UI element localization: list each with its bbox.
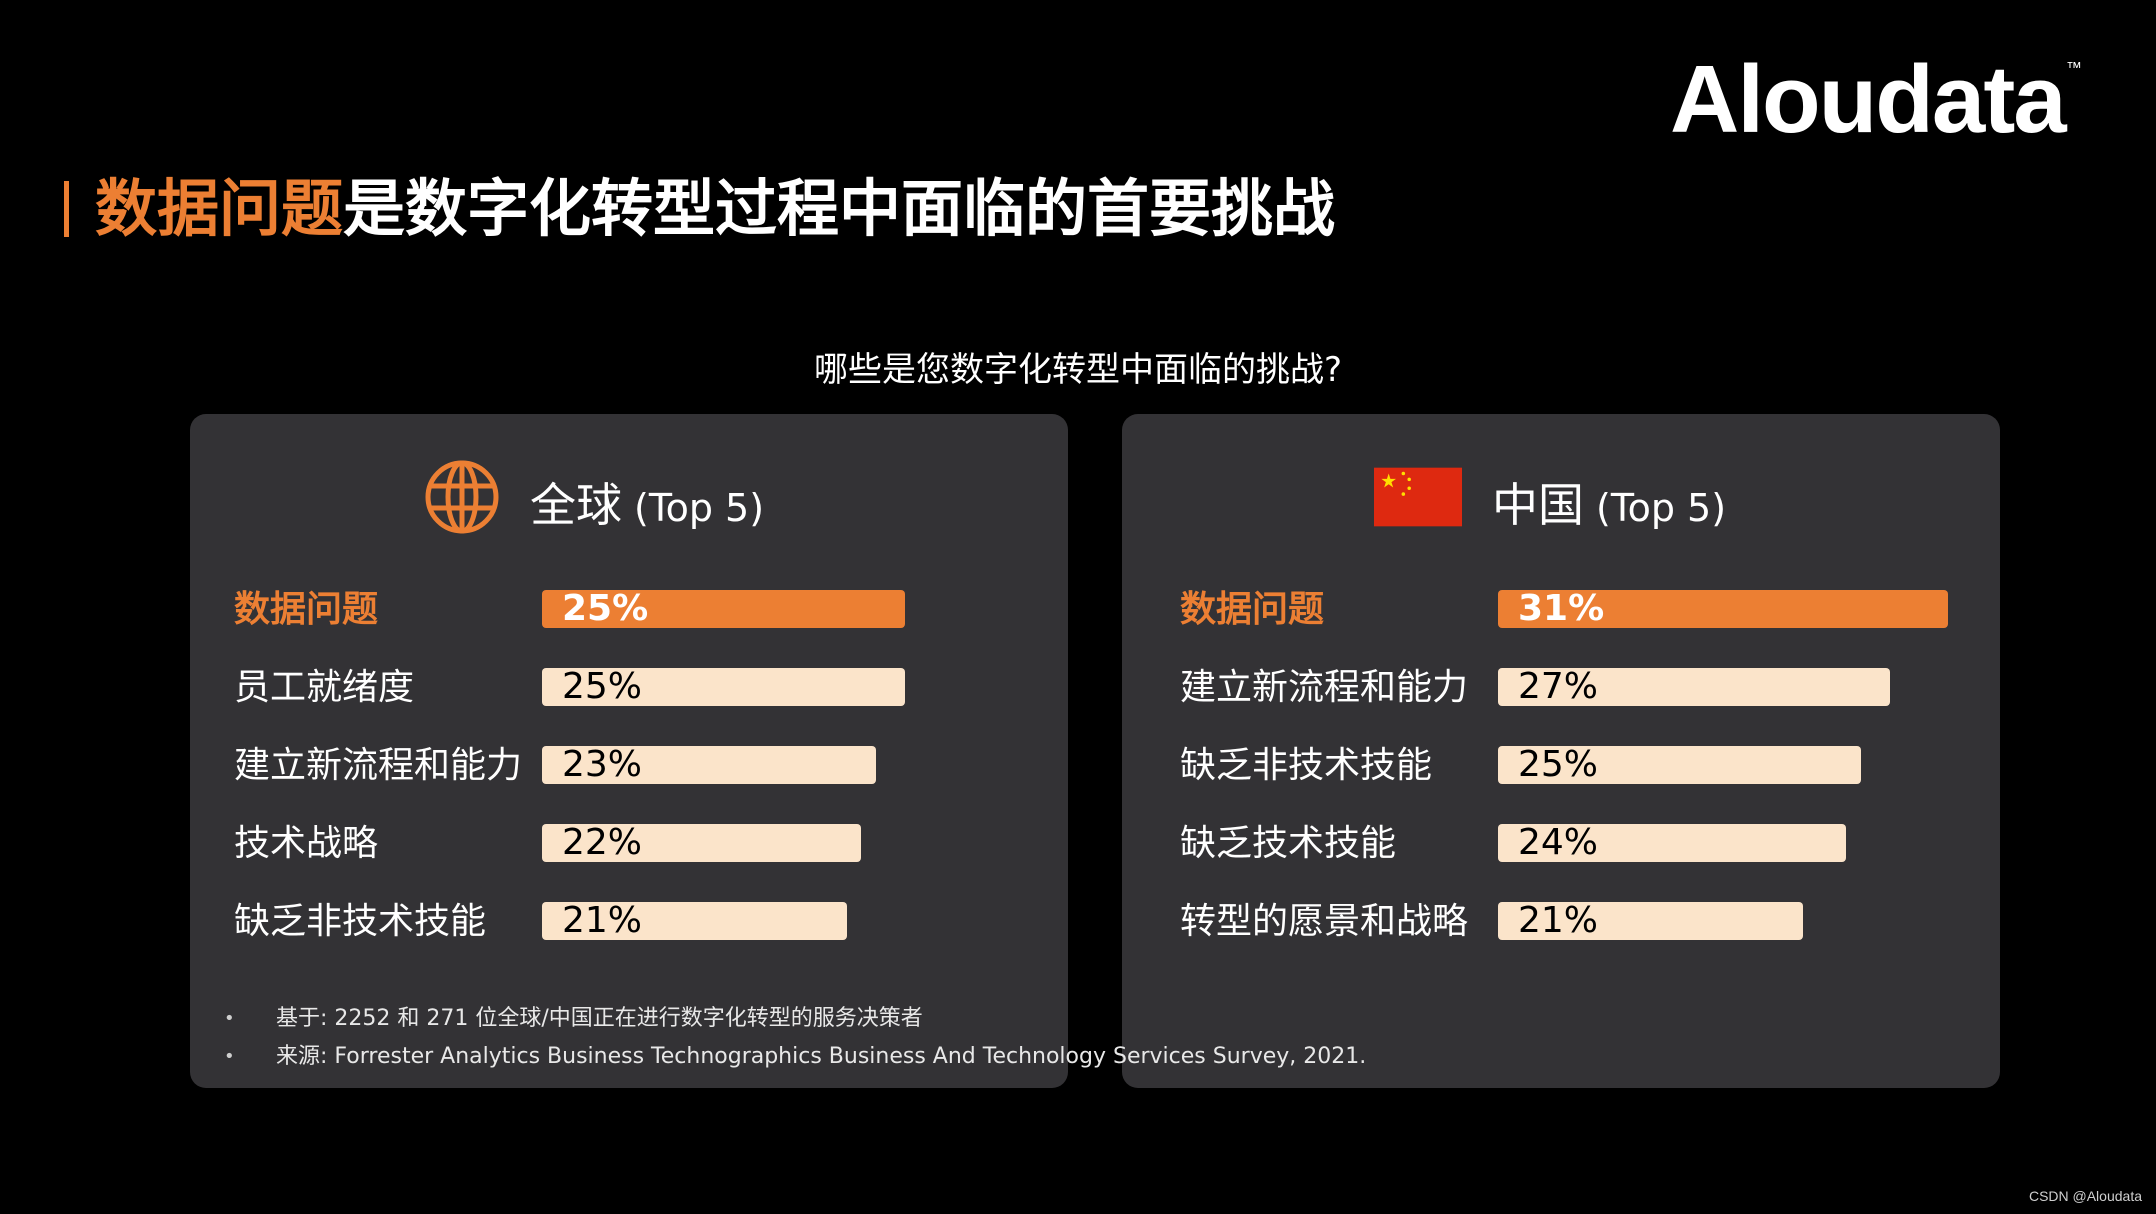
- bar-label: 转型的愿景和战略: [1180, 901, 1469, 942]
- bar-value-label: 25%: [562, 666, 643, 707]
- bar-label: 缺乏非技术技能: [234, 901, 487, 942]
- china-flag-icon: [1374, 467, 1462, 538]
- bar: [1498, 590, 1948, 628]
- trademark-mark: ™: [2066, 60, 2082, 77]
- bar: [1498, 824, 1846, 862]
- bar-label: 数据问题: [234, 589, 379, 630]
- chart-panel-china: 中国 (Top 5) 数据问题 31% 建立新流程和能力 27% 缺乏非技术技能 25% 缺乏…: [1122, 414, 2000, 1088]
- footnotes: 基于: 2252 和 271 位全球/中国正在进行数字化转型的服务决策者 来源:…: [222, 1000, 1366, 1076]
- bar: [542, 746, 876, 784]
- footnote-sample: 基于: 2252 和 271 位全球/中国正在进行数字化转型的服务决策者: [222, 1000, 1366, 1038]
- bar-label: 建立新流程和能力: [234, 745, 523, 786]
- bar-label: 建立新流程和能力: [1180, 667, 1469, 708]
- brand-logo: Aloudata: [1670, 46, 2067, 153]
- bar-value-label: 25%: [562, 588, 649, 629]
- bar-label: 技术战略: [234, 823, 379, 864]
- bar: [1498, 746, 1861, 784]
- bar: [542, 824, 861, 862]
- title-accent-bar: [64, 181, 69, 237]
- bar-label: 缺乏技术技能: [1180, 823, 1397, 864]
- chart-panel-global: 全球 (Top 5) 数据问题 25% 员工就绪度 25% 建立新流程和能力 23% 技术战略…: [190, 414, 1068, 1088]
- bar: [1498, 668, 1890, 706]
- title-rest: 是数字化转型过程中面临的首要挑战: [343, 172, 1336, 245]
- globe-icon: [424, 459, 500, 546]
- bar: [542, 902, 847, 940]
- bar: [542, 668, 905, 706]
- page-title: 数据问题是数字化转型过程中面临的首要挑战: [95, 172, 1335, 246]
- panel-subtitle-global: (Top 5): [634, 486, 765, 530]
- bar-value-label: 24%: [1518, 822, 1599, 863]
- bar-label: 员工就绪度: [234, 667, 415, 708]
- bar: [1498, 902, 1803, 940]
- bar-value-label: 31%: [1518, 588, 1605, 629]
- bar-label: 数据问题: [1180, 589, 1325, 630]
- survey-question: 哪些是您数字化转型中面临的挑战?: [813, 350, 1343, 390]
- bar-value-label: 22%: [562, 822, 643, 863]
- panel-title-china: 中国: [1492, 478, 1584, 532]
- watermark-credit: CSDN @Aloudata: [2028, 1188, 2142, 1204]
- bar-value-label: 23%: [562, 744, 643, 785]
- panel-subtitle-china: (Top 5): [1596, 486, 1727, 530]
- bar-label: 缺乏非技术技能: [1180, 745, 1433, 786]
- bar: [542, 590, 905, 628]
- panel-title-global: 全球: [530, 478, 622, 532]
- title-highlight: 数据问题: [95, 172, 344, 245]
- bar-value-label: 21%: [1518, 900, 1599, 941]
- footnote-source: 来源: Forrester Analytics Business Technog…: [222, 1038, 1366, 1076]
- bar-value-label: 25%: [1518, 744, 1599, 785]
- bar-value-label: 21%: [562, 900, 643, 941]
- panel-header-china: 中国 (Top 5): [1374, 462, 1726, 542]
- bar-value-label: 27%: [1518, 666, 1599, 707]
- panel-header-global: 全球 (Top 5): [424, 460, 765, 542]
